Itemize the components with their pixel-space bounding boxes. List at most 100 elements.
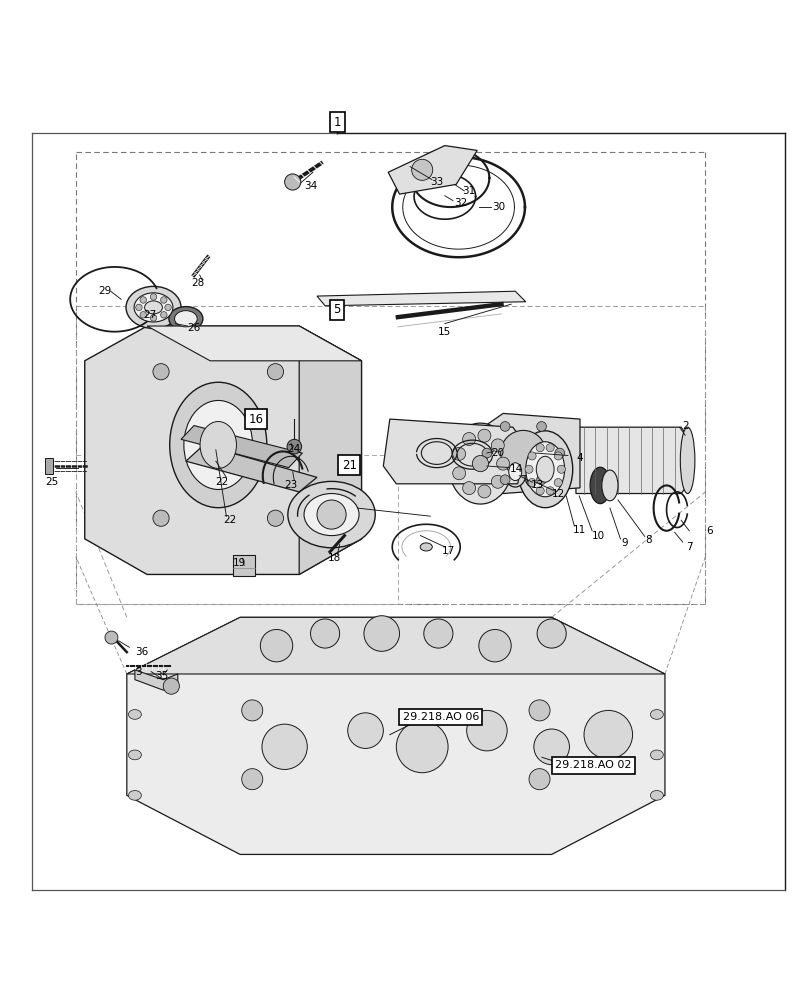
Circle shape [452,467,465,480]
Ellipse shape [590,467,610,504]
Polygon shape [127,617,664,854]
Text: 30: 30 [491,202,504,212]
Circle shape [161,312,167,318]
Ellipse shape [287,481,375,548]
Circle shape [496,457,509,470]
Text: 29.218.AO 06: 29.218.AO 06 [402,712,478,722]
Circle shape [242,769,263,790]
Ellipse shape [183,400,252,489]
Circle shape [500,430,545,476]
Ellipse shape [650,791,663,800]
Circle shape [287,439,301,454]
Ellipse shape [126,286,181,328]
Polygon shape [388,146,477,194]
Text: 28: 28 [191,278,204,288]
Circle shape [478,429,491,442]
Circle shape [363,616,399,651]
Circle shape [139,297,146,303]
Circle shape [262,724,307,769]
Circle shape [554,479,562,487]
Text: 27: 27 [143,310,156,320]
Text: 16: 16 [248,413,264,426]
Ellipse shape [128,710,141,719]
Ellipse shape [524,464,542,488]
Text: 26: 26 [187,323,200,333]
Ellipse shape [680,427,694,494]
Ellipse shape [508,463,521,481]
Polygon shape [135,670,178,690]
Circle shape [242,700,263,721]
Circle shape [267,364,283,380]
Text: 36: 36 [135,647,148,657]
Circle shape [556,465,564,473]
Polygon shape [84,326,361,574]
Circle shape [528,700,549,721]
Circle shape [161,297,167,303]
Text: 1: 1 [333,116,341,129]
Text: 34: 34 [303,181,317,191]
Circle shape [165,304,171,311]
Ellipse shape [650,750,663,760]
Circle shape [316,500,345,529]
Circle shape [260,629,292,662]
Text: 25: 25 [45,477,58,487]
Ellipse shape [535,456,553,482]
Ellipse shape [200,422,236,468]
Ellipse shape [128,750,141,760]
Text: 32: 32 [454,198,467,208]
Circle shape [347,713,383,748]
Polygon shape [181,426,302,468]
Text: 5: 5 [333,303,341,316]
Circle shape [105,631,118,644]
Polygon shape [298,326,361,574]
Circle shape [554,448,564,458]
Circle shape [527,479,535,487]
Text: 29: 29 [98,286,111,296]
Text: 14: 14 [508,464,522,474]
Circle shape [152,510,169,526]
Polygon shape [469,413,579,494]
Text: 13: 13 [530,480,543,490]
Circle shape [285,174,300,190]
Circle shape [135,304,142,311]
Ellipse shape [169,382,267,508]
Circle shape [535,487,543,495]
Text: 11: 11 [572,525,585,535]
Text: 35: 35 [155,671,168,681]
Circle shape [554,452,562,460]
Circle shape [462,482,475,495]
Circle shape [310,619,339,648]
Ellipse shape [174,311,197,327]
Ellipse shape [601,470,617,501]
Circle shape [500,422,509,431]
Circle shape [500,475,509,485]
Text: 12: 12 [551,489,564,499]
Text: 22: 22 [215,477,228,487]
Circle shape [139,312,146,318]
Circle shape [533,729,569,765]
Circle shape [478,629,511,662]
Circle shape [536,619,565,648]
Circle shape [466,710,507,751]
Ellipse shape [144,301,162,314]
Ellipse shape [169,307,203,331]
Ellipse shape [448,423,513,504]
Circle shape [152,364,169,380]
Circle shape [478,485,491,498]
Circle shape [536,475,546,485]
Text: 31: 31 [462,186,475,196]
Circle shape [491,439,504,452]
Text: 18: 18 [328,553,341,563]
Circle shape [535,444,543,452]
Text: 33: 33 [430,177,443,187]
Circle shape [491,475,504,488]
Circle shape [528,769,549,790]
Ellipse shape [128,791,141,800]
Circle shape [452,447,465,460]
Text: 21: 21 [341,459,356,472]
Text: 6: 6 [706,526,712,536]
Circle shape [150,294,157,300]
Polygon shape [383,419,525,484]
Ellipse shape [525,442,564,497]
Ellipse shape [303,494,358,536]
